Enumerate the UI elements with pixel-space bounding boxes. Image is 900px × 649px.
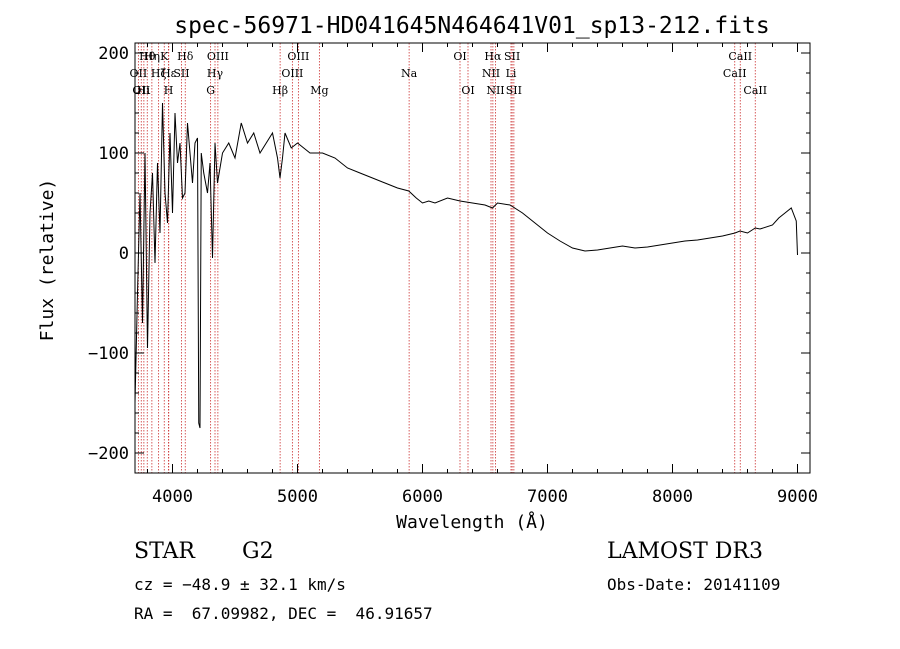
object-class: STAR — [134, 539, 195, 564]
spectral-line-label: OIII — [281, 67, 303, 80]
spectral-line-label: OIII — [287, 50, 309, 63]
y-tick-label: −200 — [88, 444, 129, 464]
spectral-line-label: Hα — [484, 50, 502, 63]
y-tick-label: −100 — [88, 344, 129, 364]
observation-date: Obs-Date: 20141109 — [607, 575, 781, 594]
spectrum-line — [134, 102, 798, 429]
axis-tick-labels: 4000 5000 6000 7000 8000 9000 −200 −100 0 100 200 — [88, 44, 818, 507]
spectral-line-label: Hζ — [151, 67, 167, 80]
spectral-line-label: Hε — [161, 67, 177, 80]
spectral-line-label: G — [206, 84, 215, 97]
spectral-line-label: SII — [506, 84, 522, 97]
object-subclass: G2 — [242, 539, 274, 564]
spectral-line-label: CaII — [723, 67, 747, 80]
spectral-line-label: NII — [486, 84, 504, 97]
spectral-line-label: SII — [504, 50, 520, 63]
plot-frame — [134, 42, 811, 474]
spectral-line-label: Hγ — [207, 67, 224, 80]
x-tick-label: 5000 — [277, 487, 318, 507]
spectral-line-label: Na — [401, 67, 418, 80]
spectral-line-label: Hδ — [177, 50, 194, 63]
survey-name: LAMOST DR3 — [607, 539, 763, 564]
x-tick-label: 6000 — [402, 487, 443, 507]
y-tick-label: 0 — [119, 244, 129, 264]
spectral-line-label: H — [164, 84, 174, 97]
spectral-line-label: K — [160, 50, 169, 63]
spectral-line-label: OII — [132, 84, 150, 97]
spectral-line-label: Hβ — [272, 84, 288, 97]
x-tick-label: 9000 — [777, 487, 818, 507]
spectral-line-label: SII — [173, 67, 189, 80]
x-axis-label: Wavelength (Å) — [396, 511, 548, 533]
spectral-line-label: NII — [482, 67, 500, 80]
spectral-line-label: Mg — [310, 84, 328, 97]
redshift-info: cz = −48.9 ± 32.1 km/s — [134, 575, 346, 594]
spectral-line-label: OI — [453, 50, 466, 63]
x-tick-label: 4000 — [152, 487, 193, 507]
spectral-line-label: OIII — [207, 50, 229, 63]
spectral-line-label: CaII — [743, 84, 767, 97]
axis-ticks — [135, 43, 810, 473]
spectral-line-markers — [137, 43, 756, 473]
spectral-line-label: CaII — [728, 50, 752, 63]
x-tick-label: 7000 — [527, 487, 568, 507]
coordinates: RA = 67.09982, DEC = 46.91657 — [134, 604, 433, 623]
x-tick-label: 8000 — [652, 487, 693, 507]
y-axis-label: Flux (relative) — [37, 179, 58, 342]
chart-title: spec-56971-HD041645N464641V01_sp13-212.f… — [174, 13, 769, 39]
spectral-line-label: Li — [506, 67, 517, 80]
spectral-line-label: Hη — [144, 50, 160, 63]
y-tick-label: 100 — [98, 144, 129, 164]
spectral-line-label: OI — [461, 84, 474, 97]
spectral-line-label: Hι — [137, 84, 151, 97]
y-tick-label: 200 — [98, 44, 129, 64]
